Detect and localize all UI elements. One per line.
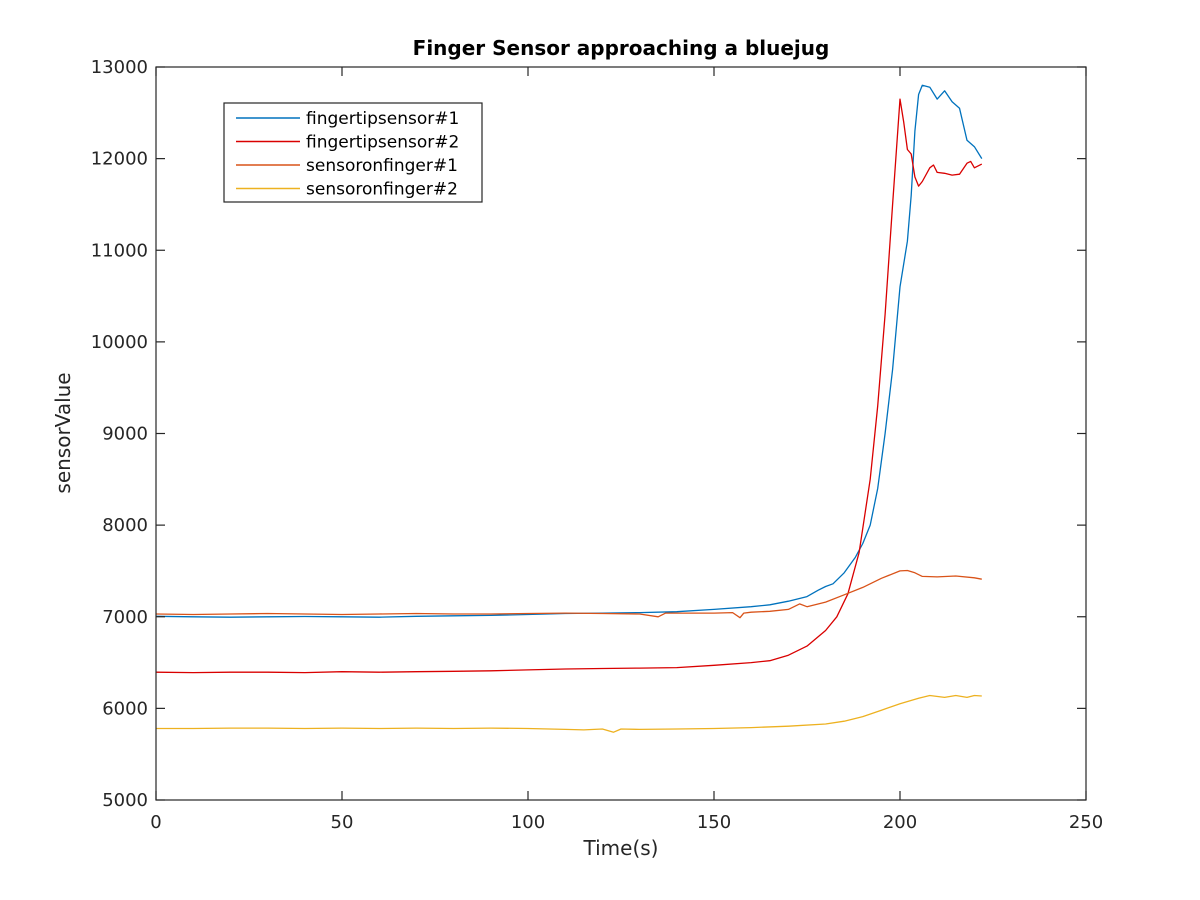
y-tick-label: 11000 <box>91 240 148 261</box>
chart-title: Finger Sensor approaching a bluejug <box>413 36 830 60</box>
legend-items: fingertipsensor#1 fingertipsensor#2 sensor… <box>236 109 459 200</box>
y-tick-label: 9000 <box>102 424 148 445</box>
series-line-3 <box>155 569 982 619</box>
x-tick-label: 50 <box>331 812 354 833</box>
x-tick-label: 250 <box>1069 812 1103 833</box>
legend-label: sensoronfinger#1 <box>306 156 458 176</box>
legend-label: fingertipsensor#2 <box>306 133 459 153</box>
x-tick-label: 0 <box>150 812 161 833</box>
series-line-4 <box>156 694 982 733</box>
y-tick-label: 8000 <box>102 515 148 536</box>
y-tick-label: 13000 <box>91 57 148 78</box>
axes-layer <box>155 66 1087 801</box>
x-axis-title: Time(s) <box>583 836 659 860</box>
x-tick-label: 200 <box>883 812 917 833</box>
x-tick-label: 100 <box>511 812 545 833</box>
legend-label: fingertipsensor#1 <box>306 109 459 129</box>
y-tick-label: 10000 <box>91 332 148 353</box>
series-layer <box>155 84 983 733</box>
y-tick-label: 7000 <box>102 607 148 628</box>
y-tick-label: 6000 <box>102 698 148 719</box>
legend-label: sensoronfinger#2 <box>306 180 458 200</box>
legend: fingertipsensor#1 fingertipsensor#2 sensor… <box>223 102 483 203</box>
y-tick-label: 5000 <box>102 790 148 811</box>
y-tick-label: 12000 <box>91 149 148 170</box>
tick-labels: 0 50 100 150 200 250 5000 6000 7000 8000 9000 10000… <box>91 57 1103 833</box>
x-tick-label: 150 <box>697 812 731 833</box>
y-axis-title: sensorValue <box>51 372 75 493</box>
series-line-1 <box>155 84 983 618</box>
legend-box <box>223 102 483 203</box>
